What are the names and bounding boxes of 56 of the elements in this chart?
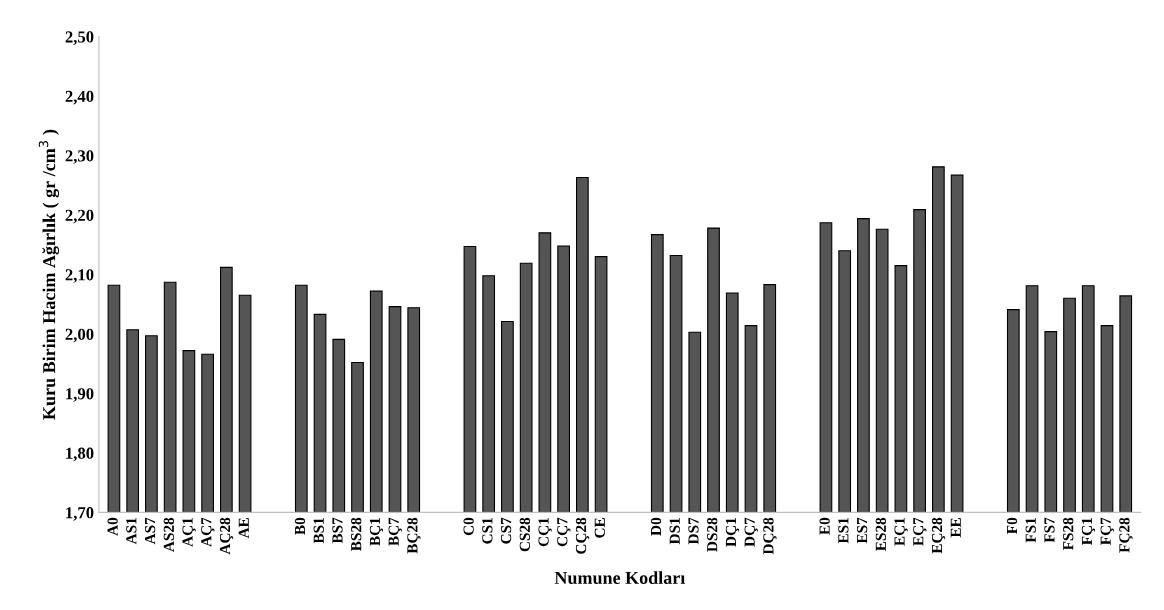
y-tick-label: 1,90: [66, 388, 94, 402]
x-tick-label: D0: [650, 517, 662, 536]
x-tick-label: BS7: [332, 517, 343, 544]
y-tick-label: 2,50: [65, 31, 94, 45]
x-axis-title: Numune Kodları: [554, 571, 686, 585]
x-tick-label: DÇ7: [744, 517, 758, 547]
y-tick-label: 1,70: [66, 507, 94, 521]
y-tick-label: 2,00: [65, 328, 94, 343]
x-tick-label: CÇ7: [557, 517, 571, 547]
x-tick-label: FÇ28: [1119, 517, 1133, 553]
x-tick-label: EÇ1: [894, 518, 908, 546]
x-tick-label: AÇ7: [201, 517, 215, 547]
x-tick-label: CÇ1: [538, 518, 552, 547]
x-tick-label: AS7: [144, 517, 156, 545]
y-tick-label: 2,10: [65, 269, 94, 283]
x-tick-label: ES28: [875, 517, 886, 551]
x-tick-label: BÇ1: [369, 518, 384, 546]
x-tick-label: AÇ28: [219, 517, 234, 555]
x-tick-label: BS28: [351, 517, 362, 551]
y-tick-label: 2,20: [65, 209, 94, 224]
x-tick-label: E0: [819, 517, 830, 535]
y-tick-label: 2,40: [65, 90, 94, 105]
x-tick-label: FS1: [1025, 518, 1036, 543]
x-tick-label: BÇ28: [407, 517, 421, 554]
x-tick-label: BÇ7: [388, 517, 402, 546]
x-tick-label: FÇ7: [1100, 517, 1114, 545]
x-tick-label: CE: [594, 518, 605, 538]
x-tick-label: DÇ1: [725, 518, 740, 547]
x-tick-label: CS1: [482, 518, 493, 544]
x-tick-label: F0: [1006, 517, 1018, 534]
x-tick-label: DÇ28: [763, 517, 777, 555]
x-tick-label: EÇ28: [931, 517, 946, 554]
x-tick-label: DS1: [669, 518, 680, 545]
x-tick-label: DS28: [707, 517, 718, 552]
y-tick-label: 1,80: [66, 447, 94, 462]
x-tick-label: CS7: [500, 517, 512, 544]
x-tick-label: FS28: [1063, 517, 1074, 551]
x-tick-label: EÇ7: [913, 517, 927, 546]
x-tick-label: BS1: [313, 518, 324, 544]
y-axis-title: Kuru Birim Hacim Ağırlık ( gr /cm$^{3}$ ): [38, 129, 60, 420]
x-tick-label: AE: [238, 518, 249, 539]
x-tick-label: DS7: [688, 517, 699, 545]
x-tick-label: AÇ1: [182, 518, 196, 547]
x-tick-label: AS1: [126, 518, 137, 545]
x-tick-label: B0: [294, 517, 306, 535]
x-tick-label: C0: [463, 517, 474, 536]
x-tick-label: AS28: [163, 517, 174, 552]
x-tick-label: CÇ28: [575, 517, 590, 554]
x-tick-label: FS7: [1044, 517, 1055, 543]
x-tick-label: FÇ1: [1081, 518, 1096, 545]
x-tick-label: A0: [107, 517, 118, 536]
x-tick-label: ES1: [838, 518, 849, 544]
x-tick-label: ES7: [856, 517, 868, 544]
x-tick-label: CS28: [519, 517, 530, 552]
y-tick-label: 2,30: [65, 150, 94, 164]
x-tick-label: EE: [950, 518, 961, 538]
